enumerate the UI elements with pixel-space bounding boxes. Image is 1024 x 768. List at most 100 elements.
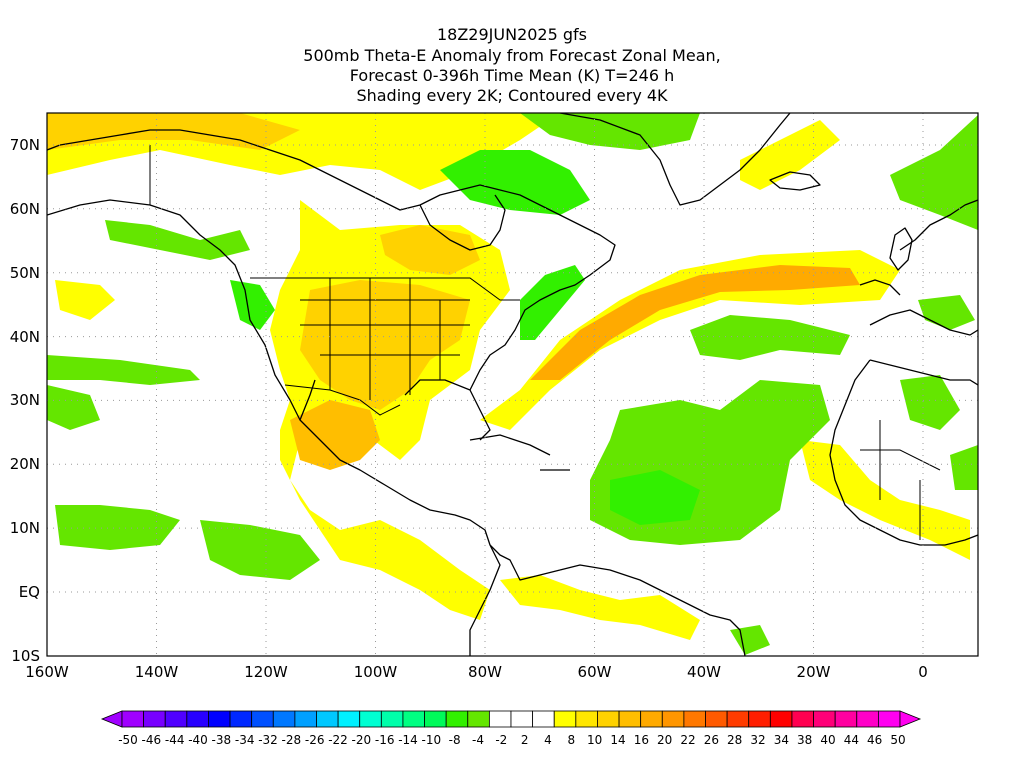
anomaly-patch-africa-yellow [800,440,970,560]
colorbar-tick-label: 16 [634,733,649,747]
colorbar-swatch [380,710,404,728]
colorbar-tick-label: -40 [188,733,208,747]
anomaly-patch-alaska-green [105,220,250,260]
anomaly-patch-westafrica-green [950,445,978,490]
colorbar-tick-label: -10 [422,733,442,747]
colorbar-tick-label: 38 [797,733,812,747]
anomaly-patch-pacific-green-2 [47,385,100,430]
colorbar-swatch [229,710,253,728]
colorbar-swatch [272,710,296,728]
colorbar-tick-label: 14 [610,733,625,747]
coast-north-america [47,129,616,546]
anomaly-patch-europe-green [890,115,978,230]
colorbar-tick-label: 40 [820,733,835,747]
title-block: 18Z29JUN2025 gfs 500mb Theta-E Anomaly f… [303,25,720,105]
colorbar-swatch [424,710,447,728]
coast-greenland [559,113,791,206]
title-line-2: 500mb Theta-E Anomaly from Forecast Zona… [303,46,720,65]
colorbar-swatch [121,710,145,728]
colorbar-tick-label: 8 [568,733,576,747]
colorbar-tick-label: -26 [305,733,325,747]
colorbar: -50 -46 -44 -40 -38 -34 -32 -28 -26 -22 -20 -16 -14-… [100,710,922,747]
colorbar-swatch [337,710,361,728]
anomaly-patch-plains-orange [300,280,470,410]
colorbar-tick-label: 4 [544,733,552,747]
colorbar-tick-label: 2 [521,733,529,747]
anomaly-patch-midatl-green [690,315,850,360]
y-tick-label: 20N [10,455,40,473]
anomaly-patch-greenland-green [520,113,700,150]
x-tick-label: 140W [135,663,179,681]
colorbar-swatch [597,710,620,728]
colorbar-swatch [186,710,209,728]
y-tick-label: EQ [19,583,40,601]
colorbar-swatch [510,710,534,728]
colorbar-tick-label: -16 [375,733,395,747]
anomaly-patch-atlantic-band-orange [530,265,860,380]
anomaly-patch-epac-green-2 [55,505,180,550]
colorbar-swatch [661,710,685,728]
colorbar-swatch [445,710,469,728]
colorbar-right-arrow [899,710,922,728]
colorbar-tick-label: -22 [328,733,348,747]
colorbar-tick-label: -50 [118,733,138,747]
colorbar-swatch [726,710,750,728]
y-tick-label: 70N [10,136,40,154]
x-tick-label: 160W [25,663,69,681]
x-tick-label: 20W [797,663,831,681]
colorbar-tick-label: -32 [258,733,278,747]
colorbar-tick-label: -44 [165,733,185,747]
coast-europe [859,199,978,336]
colorbar-swatch [251,710,274,728]
colorbar-swatch [532,710,555,728]
colorbar-swatch [402,710,425,728]
anomaly-patch-atlantic-band-yellow [480,250,900,430]
x-tick-label: 60W [578,663,612,681]
colorbar-swatch [294,710,317,728]
colorbar-swatch [316,710,339,728]
y-tick-label: 40N [10,328,40,346]
colorbar-swatch [618,710,642,728]
colorbar-swatch [359,710,382,728]
border-us-states [300,278,470,400]
x-tick-label: 40W [687,663,721,681]
anomaly-patch-arctic-orange [47,113,300,150]
anomaly-patch-africa-green [900,375,960,430]
title-line-1: 18Z29JUN2025 gfs [437,25,587,44]
colorbar-swatch [748,710,771,728]
colorbar-tick-label: -46 [142,733,162,747]
colorbar-swatch [553,710,577,728]
colorbar-tick-label: -8 [449,733,461,747]
border-us-canada [250,277,520,301]
colorbar-swatch [467,710,490,728]
y-tick-label: 30N [10,391,40,409]
colorbar-tick-label: 10 [587,733,602,747]
anomaly-patch-canada-green [230,280,275,330]
anomaly-patch-hudson-orange [380,225,480,275]
anomaly-patch-eastcoast-green [520,265,585,340]
y-tick-label: 10S [11,647,40,665]
colorbar-tick-label: -34 [235,733,255,747]
x-tick-label: 80W [468,663,502,681]
colorbar-tick-label: 46 [867,733,882,747]
y-axis-labels: 70N 60N 50N 40N 30N 20N 10N EQ 10S [10,136,40,665]
coast-central-america [489,544,561,581]
colorbar-swatch [488,710,512,728]
anomaly-patch-midatlantic-yellow [740,120,840,190]
colorbar-tick-label: 32 [750,733,765,747]
anomaly-patch-epac-green-1 [200,520,320,580]
anomaly-patch-southamerica-yellow [500,575,700,640]
colorbar-tick-label: 44 [844,733,859,747]
colorbar-tick-label: 28 [727,733,742,747]
anomaly-patch-hudson-green [440,150,590,215]
colorbar-tick-label: -4 [472,733,484,747]
y-tick-label: 50N [10,264,40,282]
colorbar-swatch [705,710,728,728]
anomaly-shading [47,113,978,656]
colorbar-swatch [208,710,231,728]
colorbar-swatch [791,710,814,728]
x-tick-label: 120W [244,663,288,681]
anomaly-patch-mexico-orange [290,400,380,470]
coast-iceland [769,171,821,191]
